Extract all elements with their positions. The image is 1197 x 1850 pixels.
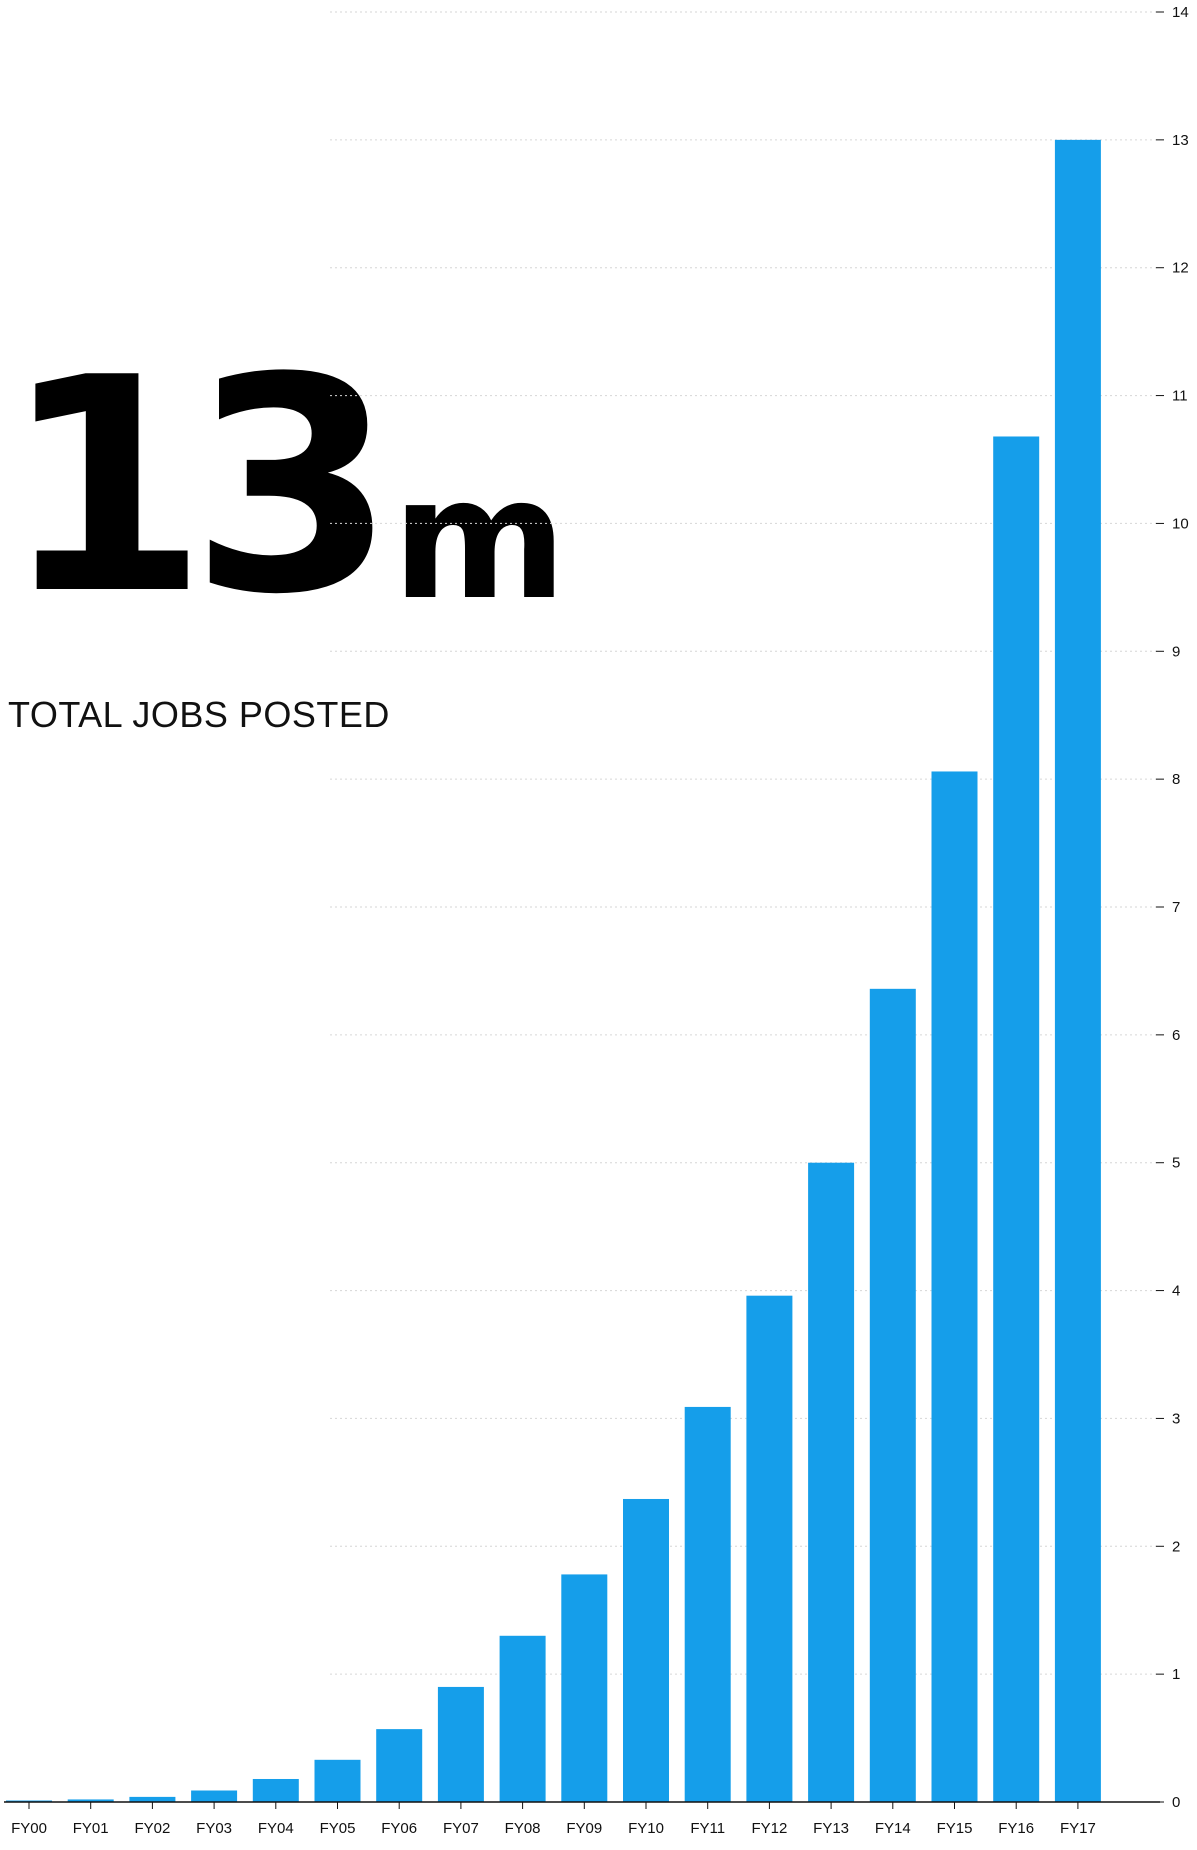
y-tick-label: 0	[1172, 1794, 1180, 1811]
headline-value: 13	[2, 314, 396, 659]
x-tick-label: FY05	[320, 1820, 356, 1837]
bar	[252, 1778, 299, 1802]
x-tick-label: FY03	[196, 1820, 232, 1837]
x-tick-label: FY16	[998, 1820, 1034, 1837]
x-tick-label: FY06	[381, 1820, 417, 1837]
x-tick-label: FY04	[258, 1820, 294, 1837]
y-tick-label: 2	[1172, 1538, 1180, 1555]
y-tick-label: 3	[1172, 1410, 1180, 1427]
x-tick-label: FY08	[505, 1820, 541, 1837]
y-tick-label: 8	[1172, 771, 1180, 788]
x-tick-label: FY09	[566, 1820, 602, 1837]
bar	[437, 1686, 484, 1802]
x-tick-label: FY02	[134, 1820, 170, 1837]
y-tick-label: 9	[1172, 643, 1180, 660]
x-tick-label: FY15	[937, 1820, 973, 1837]
bar	[684, 1406, 731, 1802]
x-tick-label: FY10	[628, 1820, 664, 1837]
bar	[376, 1729, 423, 1802]
bars	[6, 139, 1101, 1802]
y-tick-label: 12	[1172, 260, 1189, 277]
bar	[623, 1498, 669, 1802]
y-tick-label: 11	[1172, 388, 1188, 405]
x-tick-label: FY01	[73, 1820, 109, 1837]
x-tick-label: FY07	[443, 1820, 479, 1837]
x-tick-label: FY12	[751, 1820, 787, 1837]
headline-unit: m	[391, 440, 567, 637]
bar	[993, 436, 1040, 1802]
headline-figure: 13 m	[2, 314, 567, 659]
bar	[191, 1790, 238, 1802]
x-tick-label: FY11	[690, 1820, 725, 1837]
x-tick-label: FY14	[875, 1820, 911, 1837]
bar	[67, 1799, 114, 1802]
bar	[869, 988, 916, 1802]
y-tick-label: 14	[1172, 4, 1189, 21]
y-tick-label: 4	[1172, 1283, 1180, 1300]
bar	[129, 1796, 176, 1802]
headline-subtitle: TOTAL JOBS POSTED	[8, 694, 390, 735]
headline: 13 m	[2, 314, 567, 659]
x-tick-label: FY00	[11, 1820, 47, 1837]
bar	[808, 1162, 855, 1802]
bar	[561, 1574, 608, 1802]
y-tick-label: 7	[1172, 899, 1180, 916]
bar	[499, 1635, 546, 1802]
bar	[931, 771, 978, 1802]
y-tick-label: 5	[1172, 1155, 1180, 1172]
y-tick-label: 13	[1172, 132, 1189, 149]
y-tick-label: 1	[1172, 1666, 1180, 1683]
y-tick-label: 10	[1172, 515, 1189, 532]
x-tick-label: FY13	[813, 1820, 849, 1837]
x-tick-label: FY17	[1060, 1820, 1096, 1837]
bar	[746, 1295, 793, 1802]
y-tick-label: 6	[1172, 1027, 1180, 1044]
bar	[314, 1759, 361, 1802]
bar	[1054, 139, 1101, 1802]
